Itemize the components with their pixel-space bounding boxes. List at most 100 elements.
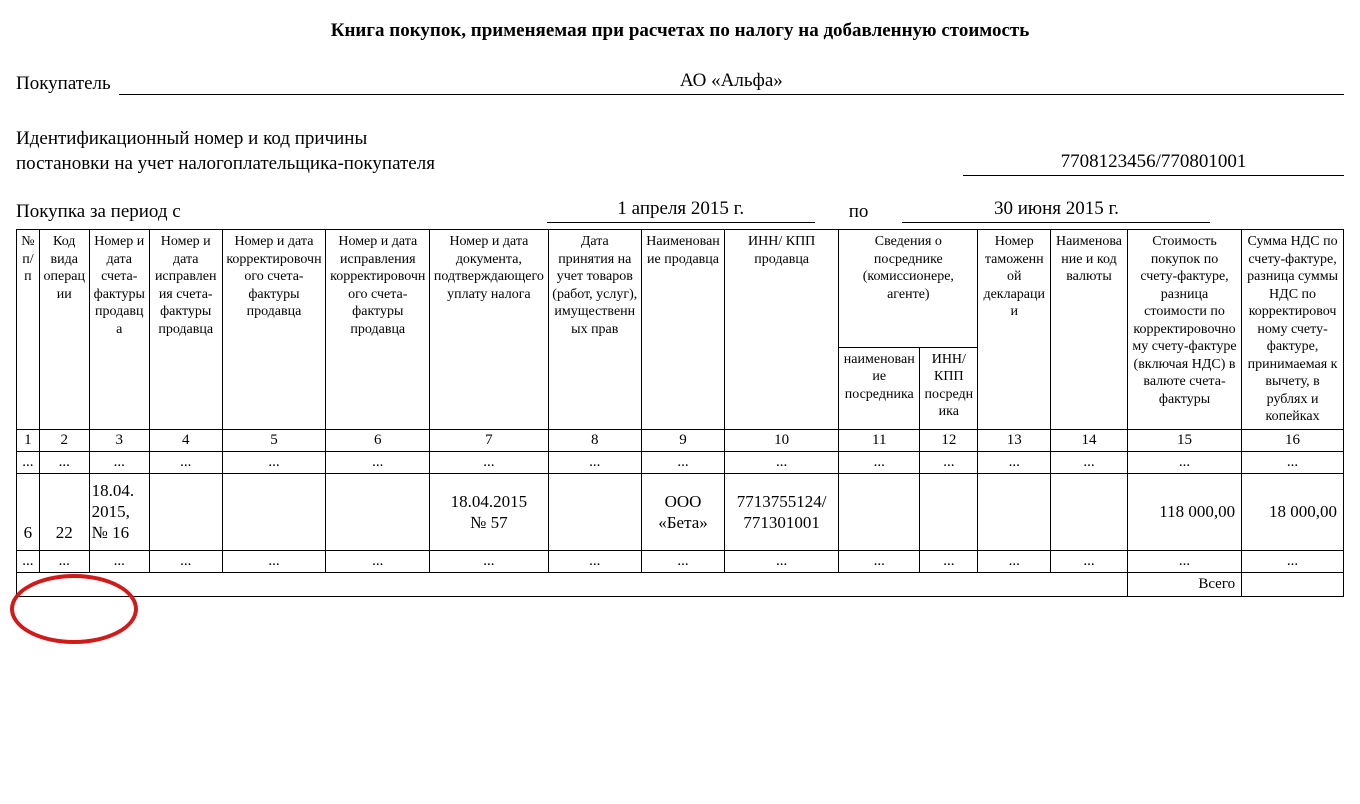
col-header: Дата принятия на учет товаров (работ, ус… <box>548 230 641 430</box>
document-title: Книга покупок, применяемая при расчетах … <box>16 20 1344 42</box>
total-spacer <box>17 572 1128 596</box>
col-header: ИНН/ КПП продавца <box>725 230 839 430</box>
col-header: Номер и дата документа, подтверждающего … <box>430 230 548 430</box>
ellipsis-cell: ... <box>39 550 89 572</box>
ellipsis-cell: ... <box>222 550 326 572</box>
ellipsis-cell: ... <box>17 451 40 473</box>
col-header: Стоимость покупок по счету-фактуре, разн… <box>1127 230 1241 430</box>
ellipsis-cell: ... <box>978 451 1051 473</box>
ellipsis-cell: ... <box>430 550 548 572</box>
period-from: 1 апреля 2015 г. <box>547 198 815 223</box>
total-label: Всего <box>1127 572 1241 596</box>
ellipsis-cell: ... <box>149 550 222 572</box>
col-header: № п/п <box>17 230 40 430</box>
ellipsis-cell: ... <box>1127 451 1241 473</box>
ellipsis-cell: ... <box>1242 451 1344 473</box>
inn-kpp-value: 7708123456/770801001 <box>963 151 1344 176</box>
col-header: Номер и дата исправления корректировочно… <box>326 230 430 430</box>
col-number: 5 <box>222 429 326 451</box>
ellipsis-cell: ... <box>978 550 1051 572</box>
period-label: Покупка за период с <box>16 201 187 223</box>
cell-cost: 118 000,00 <box>1127 473 1241 550</box>
inn-kpp-row: Идентификационный номер и код причины по… <box>16 127 1344 176</box>
col-number: 16 <box>1242 429 1344 451</box>
col-number: 15 <box>1127 429 1241 451</box>
col-number: 1 <box>17 429 40 451</box>
period-sep: по <box>815 201 903 223</box>
ellipsis-cell: ... <box>326 451 430 473</box>
cell-vat: 18 000,00 <box>1242 473 1344 550</box>
column-number-row: 1 2 3 4 5 6 7 8 9 10 11 12 13 14 15 16 <box>17 429 1344 451</box>
ellipsis-cell: ... <box>1242 550 1344 572</box>
cell-currency <box>1051 473 1128 550</box>
table-header: № п/п Код вида операции Номер и дата сче… <box>17 230 1344 430</box>
cell-n: 6 <box>17 473 40 550</box>
col-number: 13 <box>978 429 1051 451</box>
ellipsis-cell: ... <box>642 550 725 572</box>
col-number: 4 <box>149 429 222 451</box>
total-row: Всего <box>17 572 1344 596</box>
cell-agent-name <box>839 473 920 550</box>
ellipsis-cell: ... <box>1127 550 1241 572</box>
col-header: Номер таможенной декларации <box>978 230 1051 430</box>
purchases-table: № п/п Код вида операции Номер и дата сче… <box>16 229 1344 596</box>
col-header: Наименование продавца <box>642 230 725 430</box>
ellipsis-cell: ... <box>642 451 725 473</box>
col-subheader: ИНН/ КПП посредника <box>920 347 978 429</box>
buyer-row: Покупатель АО «Альфа» <box>16 70 1344 95</box>
ellipsis-cell: ... <box>839 550 920 572</box>
ellipsis-cell: ... <box>548 550 641 572</box>
col-header-group-agent: Сведения о посреднике (комиссионере, аге… <box>839 230 978 347</box>
col-number: 3 <box>89 429 149 451</box>
ellipsis-cell: ... <box>326 550 430 572</box>
cell-op-code: 22 <box>39 473 89 550</box>
ellipsis-cell: ... <box>725 451 839 473</box>
buyer-value: АО «Альфа» <box>119 70 1344 95</box>
ellipsis-row: ... ... ... ... ... ... ... ... ... ... … <box>17 550 1344 572</box>
ellipsis-cell: ... <box>222 451 326 473</box>
period-to: 30 июня 2015 г. <box>902 198 1210 223</box>
cell-corr2 <box>222 473 326 550</box>
col-header: Код вида операции <box>39 230 89 430</box>
table-row: 6 22 18.04. 2015, № 16 18.04.2015 № 57 О… <box>17 473 1344 550</box>
cell-customs <box>978 473 1051 550</box>
cell-corr <box>149 473 222 550</box>
col-header: Номер и дата исправления счета-фактуры п… <box>149 230 222 430</box>
buyer-label: Покупатель <box>16 73 119 95</box>
col-number: 9 <box>642 429 725 451</box>
col-header: Номер и дата корректировочного счета-фак… <box>222 230 326 430</box>
col-number: 14 <box>1051 429 1128 451</box>
col-header: Наименование и код валюты <box>1051 230 1128 430</box>
col-number: 2 <box>39 429 89 451</box>
ellipsis-cell: ... <box>920 451 978 473</box>
period-row: Покупка за период с 1 апреля 2015 г. по … <box>16 198 1344 223</box>
cell-accept-date <box>548 473 641 550</box>
cell-pay-doc: 18.04.2015 № 57 <box>430 473 548 550</box>
cell-corr3 <box>326 473 430 550</box>
ellipsis-cell: ... <box>89 451 149 473</box>
col-number: 10 <box>725 429 839 451</box>
cell-invoice: 18.04. 2015, № 16 <box>89 473 149 550</box>
col-subheader: наименование посредника <box>839 347 920 429</box>
inn-kpp-label: Идентификационный номер и код причины по… <box>16 127 443 176</box>
ellipsis-cell: ... <box>430 451 548 473</box>
ellipsis-cell: ... <box>725 550 839 572</box>
ellipsis-cell: ... <box>839 451 920 473</box>
ellipsis-cell: ... <box>17 550 40 572</box>
ellipsis-cell: ... <box>89 550 149 572</box>
ellipsis-cell: ... <box>39 451 89 473</box>
total-value <box>1242 572 1344 596</box>
page: Книга покупок, применяемая при расчетах … <box>0 0 1360 617</box>
col-number: 7 <box>430 429 548 451</box>
col-header: Сумма НДС по счету-фактуре, разница сумм… <box>1242 230 1344 430</box>
col-number: 6 <box>326 429 430 451</box>
ellipsis-row: ... ... ... ... ... ... ... ... ... ... … <box>17 451 1344 473</box>
col-number: 8 <box>548 429 641 451</box>
ellipsis-cell: ... <box>548 451 641 473</box>
ellipsis-cell: ... <box>1051 550 1128 572</box>
cell-seller: ООО «Бета» <box>642 473 725 550</box>
ellipsis-cell: ... <box>920 550 978 572</box>
col-number: 12 <box>920 429 978 451</box>
col-header: Номер и дата счета-фактуры продавца <box>89 230 149 430</box>
col-number: 11 <box>839 429 920 451</box>
